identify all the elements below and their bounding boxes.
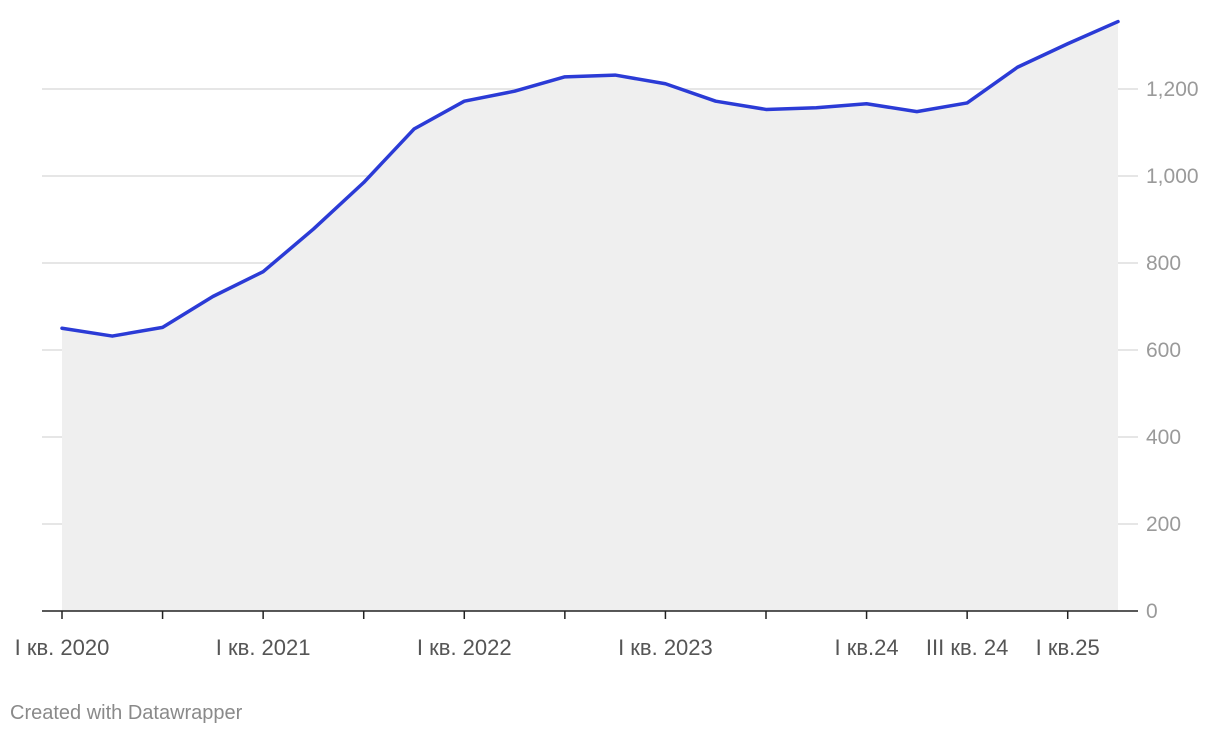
x-tick-label: I кв. 2023 (618, 635, 713, 660)
data-point (1016, 66, 1019, 69)
data-point (413, 128, 416, 131)
data-point (714, 100, 717, 103)
series-line (60, 19, 1120, 338)
series-line-layer (60, 19, 1120, 338)
data-point (1117, 20, 1120, 23)
data-point (211, 295, 214, 298)
y-tick-label: 1,000 (1146, 165, 1199, 188)
x-tick-label: I кв. 2021 (216, 635, 311, 660)
x-tick-label: III кв. 24 (926, 635, 1008, 660)
y-tick-label: 1,200 (1146, 78, 1199, 101)
data-point (563, 75, 566, 78)
y-tick-label: 400 (1146, 426, 1181, 449)
x-tick-label: I кв.25 (1036, 635, 1100, 660)
data-point (111, 335, 114, 338)
data-point (664, 82, 667, 85)
x-tick-label: I кв.24 (835, 635, 899, 660)
x-tick-label: I кв. 2022 (417, 635, 512, 660)
data-point (513, 90, 516, 93)
data-point (815, 106, 818, 109)
area-fill (62, 21, 1118, 611)
x-tick-label: I кв. 2020 (15, 635, 110, 660)
data-point (765, 108, 768, 111)
y-tick-label: 0 (1146, 600, 1158, 623)
area-fill-layer (62, 21, 1118, 611)
data-point (312, 228, 315, 231)
data-point (61, 327, 64, 330)
footer-credit: Created with Datawrapper (10, 702, 243, 724)
y-tick-label: 600 (1146, 339, 1181, 362)
data-point (865, 102, 868, 105)
data-point (1066, 42, 1069, 45)
y-tick-label: 200 (1146, 513, 1181, 536)
x-axis-labels: I кв. 2020 I кв. 2021 I кв. 2022 I кв. 2023… (15, 635, 1100, 660)
data-point (614, 74, 617, 77)
data-point (915, 110, 918, 113)
data-point (463, 100, 466, 103)
x-axis (42, 610, 1138, 619)
y-axis-labels: 0 200 400 600 800 1,000 1,200 (1146, 78, 1199, 623)
data-point (966, 101, 969, 104)
data-point (161, 326, 164, 329)
data-point (362, 181, 365, 184)
data-point (262, 270, 265, 273)
y-tick-label: 800 (1146, 252, 1181, 275)
